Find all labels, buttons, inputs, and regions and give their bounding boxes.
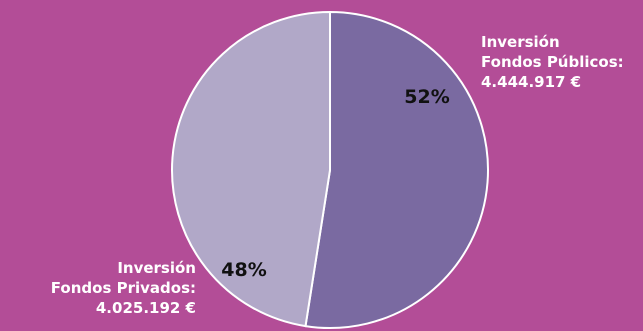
slice-label-privados-amount: 4.025.192 €	[95, 299, 196, 317]
slice-percent-label-privados: 48%	[221, 259, 266, 281]
pie-slice-publicos	[304, 10, 489, 329]
slice-label-privados-line2: Fondos Privados:	[50, 279, 196, 297]
slice-label-publicos-line1: Inversión	[481, 33, 560, 51]
pie-slice-privados	[171, 10, 331, 328]
slice-label-privados-line1: Inversión	[117, 259, 196, 277]
slice-label-publicos-amount: 4.444.917 €	[481, 73, 582, 91]
slice-label-publicos-line2: Fondos Públicos:	[481, 53, 624, 71]
slice-label-publicos: Inversión Fondos Públicos: 4.444.917 €	[481, 32, 624, 92]
slice-percent-label-publicos: 52%	[404, 86, 449, 108]
slice-label-privados: Inversión Fondos Privados: 4.025.192 €	[51, 258, 196, 318]
